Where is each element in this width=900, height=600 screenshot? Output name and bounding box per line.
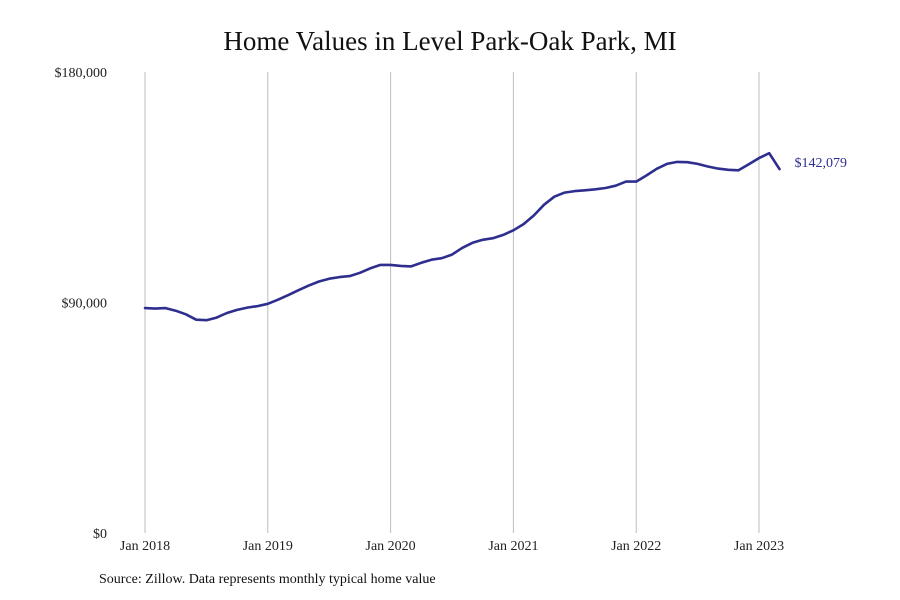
end-value-label: $142,079 — [794, 156, 847, 171]
x-axis-ticks: Jan 2018 Jan 2019 Jan 2020 Jan 2021 Jan 2022… — [120, 539, 784, 554]
x-tick-label: Jan 2019 — [243, 539, 293, 554]
chart-title: Home Values in Level Park-Oak Park, MI — [223, 26, 677, 56]
series-layer — [143, 151, 781, 322]
x-tick-label: Jan 2020 — [366, 539, 416, 554]
y-axis-ticks: $0 $90,000 $180,000 — [55, 66, 108, 542]
source-note: Source: Zillow. Data represents monthly … — [99, 572, 436, 587]
grid-lines — [144, 72, 760, 533]
x-tick-label: Jan 2021 — [488, 539, 538, 554]
y-tick-label: $0 — [93, 527, 107, 542]
x-tick-label: Jan 2022 — [611, 539, 661, 554]
y-tick-label: $180,000 — [55, 66, 108, 81]
x-tick-label: Jan 2023 — [734, 539, 784, 554]
y-tick-label: $90,000 — [62, 297, 108, 312]
series-line — [143, 151, 781, 322]
x-tick-label: Jan 2018 — [120, 539, 170, 554]
annotation-layer: $142,079 — [794, 156, 847, 171]
